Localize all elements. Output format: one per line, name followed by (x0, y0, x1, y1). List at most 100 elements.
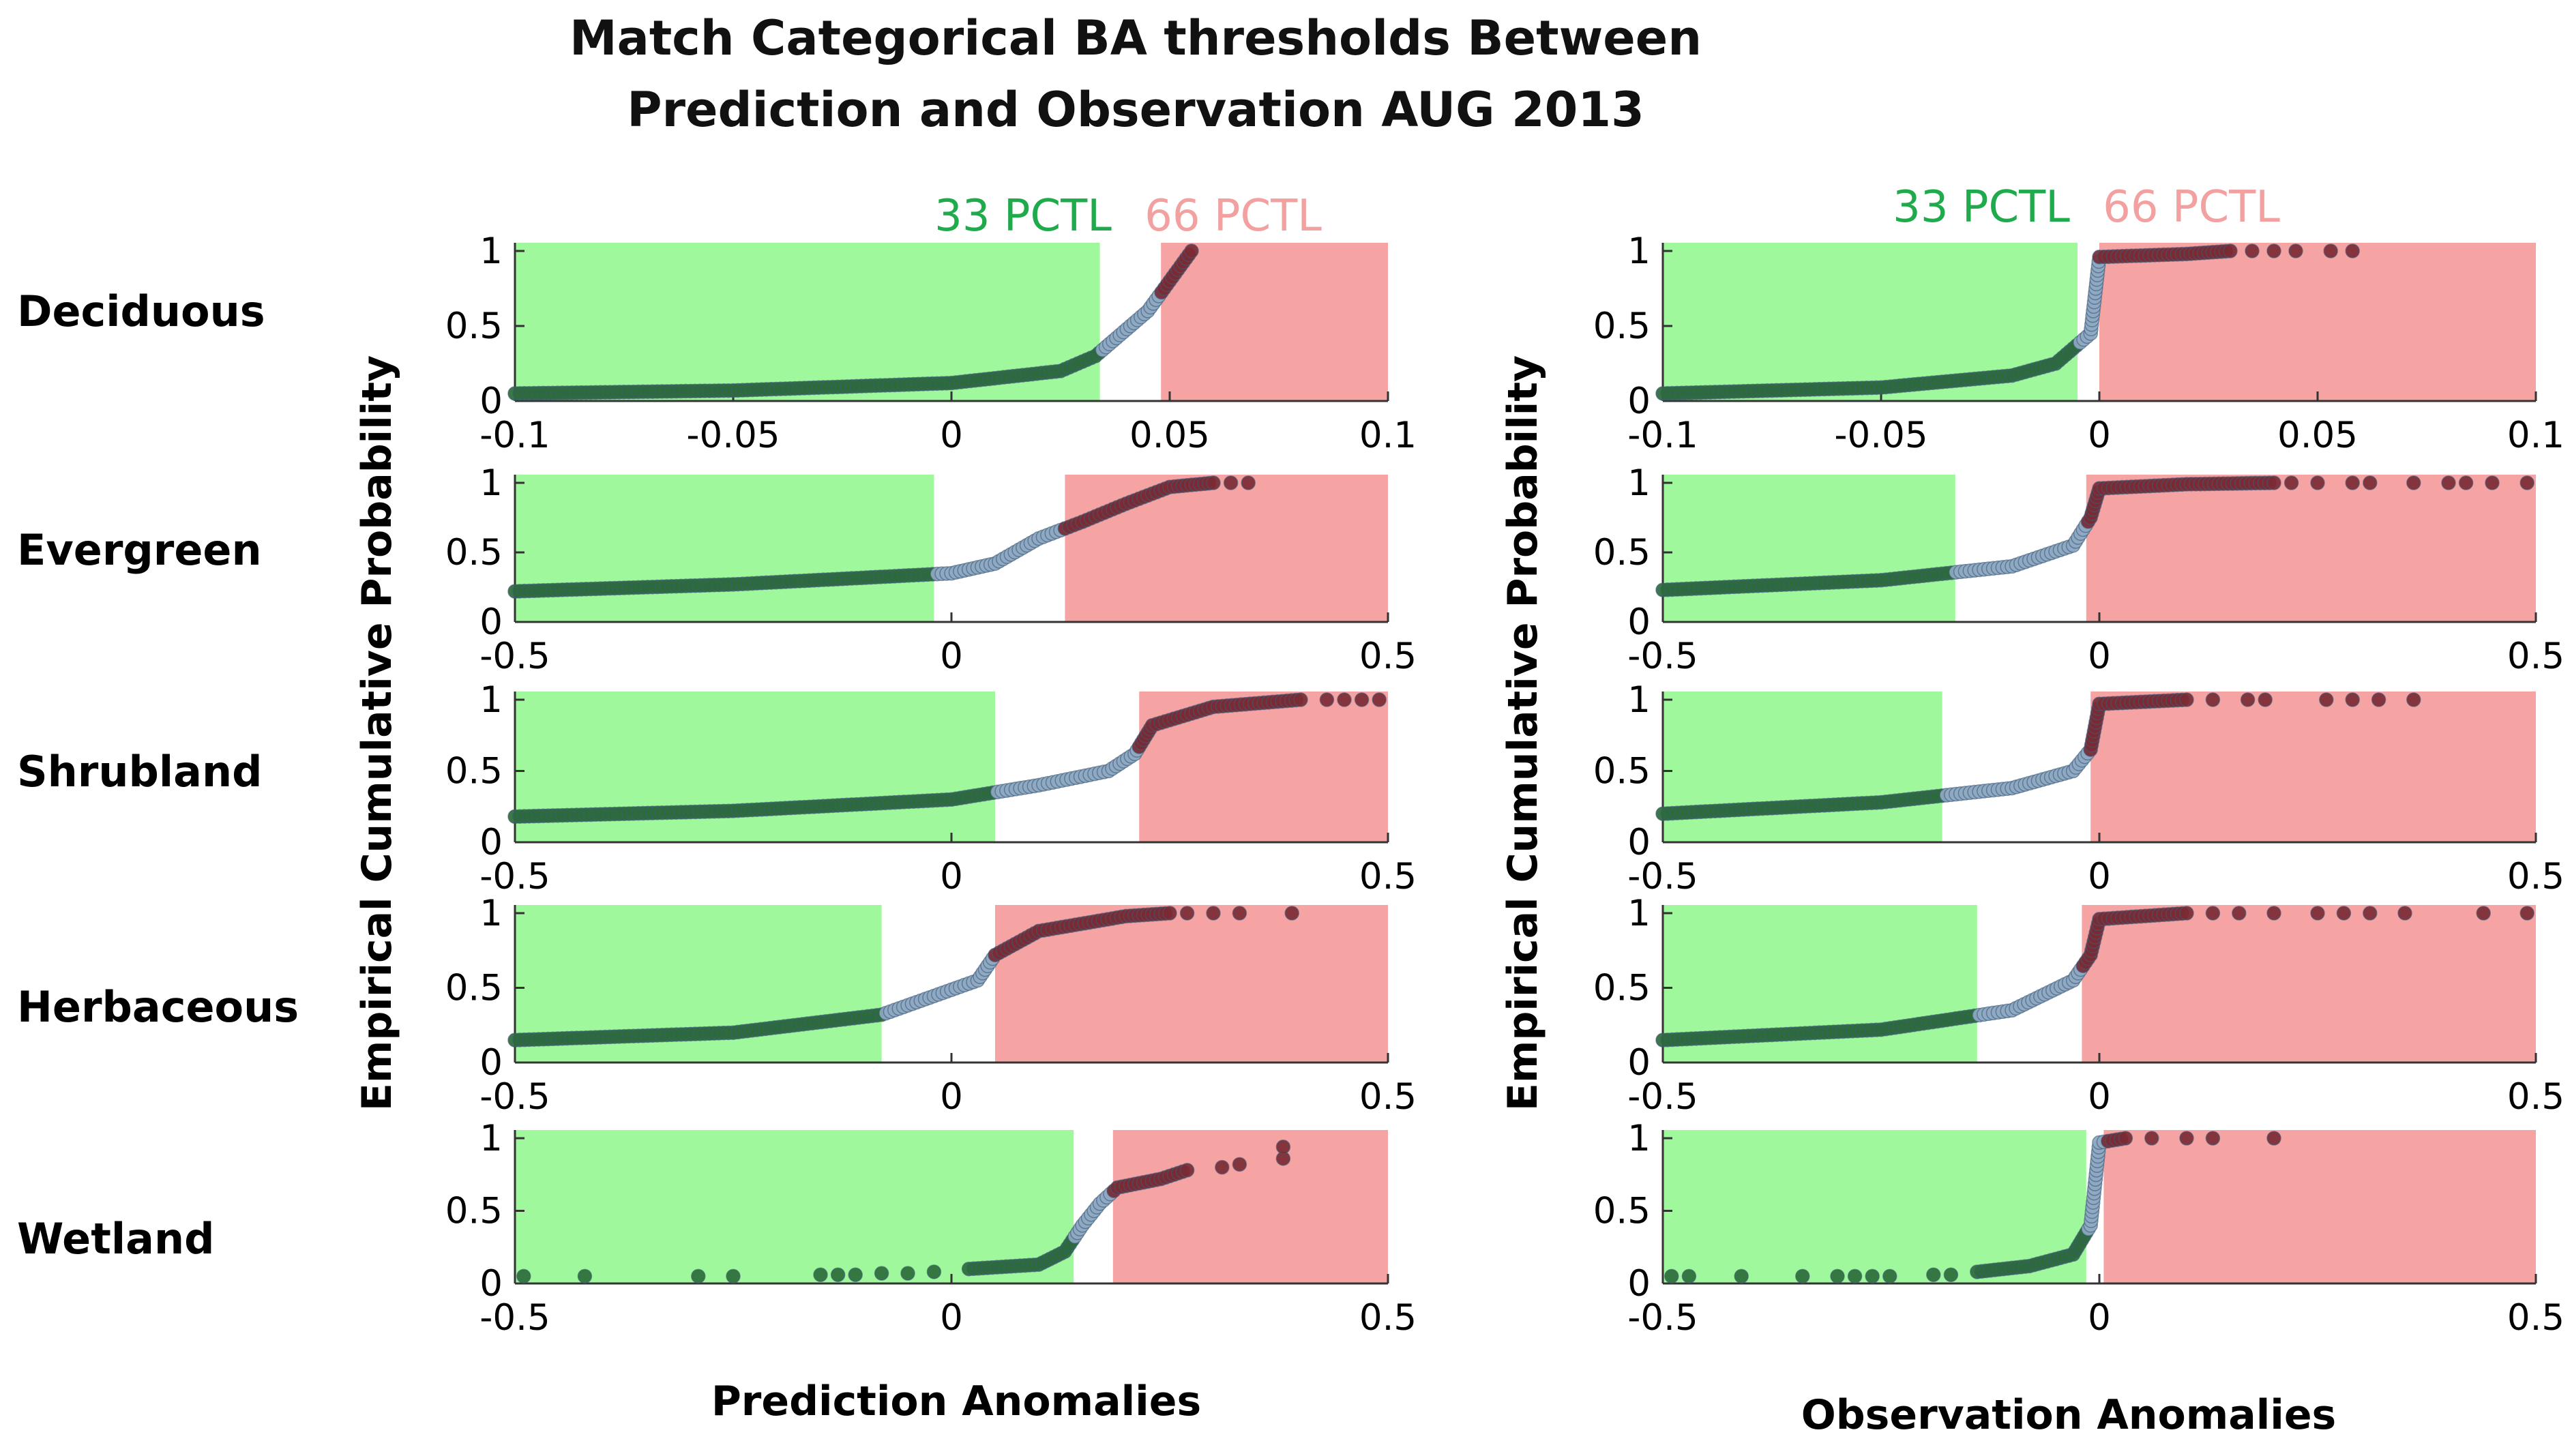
chart-title-line-1: Match Categorical BA thresholds Between (570, 10, 1702, 66)
below-33-pctl-band (515, 475, 934, 622)
data-point (2179, 692, 2194, 707)
y-axis-title-right: Empirical Cumulative Probability (1499, 355, 1547, 1111)
x-axis-title-prediction: Prediction Anomalies (711, 1378, 1201, 1425)
data-point (1865, 1268, 1880, 1284)
x-tick-label: 0.5 (2507, 636, 2564, 677)
data-point (2323, 243, 2338, 258)
row-label-evergreen: Evergreen (17, 525, 262, 575)
data-points (507, 243, 1199, 401)
y-tick-label: 0 (479, 381, 503, 422)
pctl-33-label-prediction: 33 PCTL (934, 191, 1112, 241)
x-tick-label: -0.5 (479, 636, 550, 677)
y-tick-label: 1 (479, 231, 503, 272)
panel-obs-herbaceous: 00.51-0.5 0 0.5 (1593, 893, 2564, 1118)
y-tick-label: 0.5 (1593, 1191, 1651, 1232)
above-66-pctl-band (1161, 243, 1388, 401)
x-tick-label: 0 (940, 415, 963, 456)
data-point (1284, 906, 1299, 921)
x-tick-label: 0.5 (2507, 1297, 2564, 1339)
data-point (2441, 475, 2456, 490)
x-tick-label: 0 (2088, 1076, 2111, 1118)
data-points (1655, 692, 2421, 821)
x-tick-label: 0.5 (1359, 636, 1417, 677)
data-point (2205, 692, 2221, 707)
y-tick-label: 1 (479, 679, 503, 721)
chart-panels: 0 0.5 1 -0.1 -0.05 0 0.05 0.1 0 0.5 1 -0.1 -0.05 0 0.0… (445, 231, 2564, 1339)
data-point (1206, 906, 1221, 921)
data-point (2319, 692, 2334, 707)
x-tick-label: 0 (940, 856, 963, 897)
data-point (2266, 906, 2281, 921)
data-point (726, 1268, 741, 1284)
data-point (2345, 475, 2360, 490)
data-point (1206, 475, 1221, 490)
data-point (1215, 1159, 1230, 1175)
data-point (1681, 1268, 1697, 1284)
data-point (2485, 475, 2500, 490)
below-33-pctl-band (1663, 475, 1955, 622)
data-point (2288, 243, 2303, 258)
data-points (1655, 475, 2534, 597)
data-point (1179, 1163, 1195, 1178)
y-tick-label: 1 (1627, 893, 1651, 934)
y-tick-label: 0.5 (1593, 751, 1651, 792)
row-labels: Deciduous Evergreen Shrubland Herbaceous… (17, 286, 299, 1264)
panel-pred-shrubland: 00.51-0.5 0 0.5 (445, 679, 1417, 897)
data-points (507, 906, 1299, 1048)
panel-pred-wetland: 00.51-0.5 0 0.5 (445, 1118, 1417, 1339)
data-point (2519, 906, 2534, 921)
data-point (874, 1266, 889, 1281)
x-tick-label: -0.5 (479, 856, 550, 897)
x-tick-label: -0.5 (1627, 636, 1698, 677)
data-point (1241, 475, 1256, 490)
above-66-pctl-band (2082, 905, 2536, 1063)
data-point (1354, 692, 1370, 707)
data-point (1847, 1268, 1863, 1284)
x-tick-label: 0.05 (1129, 415, 1210, 456)
y-tick-label: 0 (1627, 822, 1651, 863)
y-tick-label: 0 (479, 601, 503, 643)
below-33-pctl-band (515, 1130, 1074, 1283)
data-point (691, 1268, 706, 1284)
x-tick-label: -0.5 (1627, 1297, 1698, 1339)
x-tick-label: -0.05 (686, 415, 780, 456)
data-points (1655, 906, 2534, 1048)
x-tick-label: 0.5 (1359, 1297, 1417, 1339)
panel-obs-wetland: 00.51-0.5 0 0.5 (1593, 1118, 2564, 1339)
row-label-deciduous: Deciduous (17, 286, 265, 336)
y-tick-label: 1 (1627, 462, 1651, 504)
data-point (1293, 692, 1308, 707)
x-tick-label: -0.05 (1834, 415, 1927, 456)
x-tick-label: 0 (940, 1297, 963, 1339)
data-points (1664, 1131, 2281, 1284)
x-tick-label: 0 (2088, 856, 2111, 897)
x-tick-label: 0 (2088, 415, 2111, 456)
data-point (2266, 475, 2281, 490)
below-33-pctl-band (1663, 692, 1942, 842)
row-label-herbaceous: Herbaceous (17, 982, 299, 1032)
panel-obs-deciduous: 0 0.5 1 -0.1 -0.05 0 0.05 0.1 (1593, 231, 2564, 456)
data-point (2266, 1131, 2281, 1146)
y-tick-label: 0.5 (445, 532, 503, 574)
data-point (2363, 906, 2378, 921)
data-points (1655, 243, 2360, 401)
y-tick-label: 0.5 (445, 1191, 503, 1232)
data-point (2397, 906, 2412, 921)
data-point (2406, 692, 2421, 707)
y-tick-label: 0.5 (1593, 532, 1651, 574)
above-66-pctl-band (2086, 475, 2536, 622)
x-tick-label: 0 (940, 1076, 963, 1118)
data-point (1882, 1268, 1897, 1284)
panel-pred-herbaceous: 00.51-0.5 0 0.5 (445, 893, 1417, 1118)
x-tick-label: 0 (940, 636, 963, 677)
y-tick-label: 1 (479, 1118, 503, 1159)
above-66-pctl-band (1065, 475, 1388, 622)
data-point (2345, 692, 2360, 707)
data-point (2223, 243, 2238, 258)
data-point (2232, 906, 2247, 921)
x-tick-label: 0 (2088, 1297, 2111, 1339)
above-66-pctl-band (2099, 243, 2536, 401)
row-label-wetland: Wetland (17, 1214, 214, 1264)
x-tick-label: 0.05 (2277, 415, 2358, 456)
